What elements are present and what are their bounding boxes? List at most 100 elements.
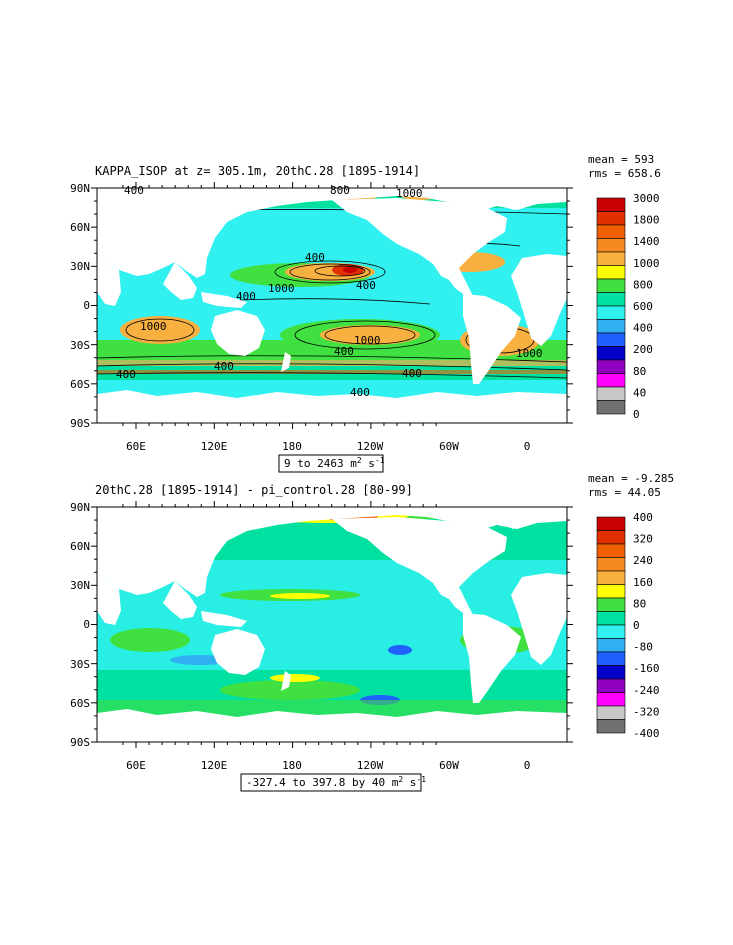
svg-text:180: 180: [282, 440, 302, 453]
svg-text:400: 400: [124, 184, 144, 197]
panel-2-lon-axis: 60E 120E 180 120W 60W 0: [126, 759, 530, 772]
colorbar-swatch: [596, 611, 626, 626]
colorbar-swatch: [596, 346, 626, 361]
svg-text:1000: 1000: [268, 282, 295, 295]
svg-text:120E: 120E: [201, 440, 228, 453]
colorbar-label: -160: [633, 662, 660, 675]
colorbar-swatch: [596, 570, 626, 585]
svg-text:60N: 60N: [70, 221, 90, 234]
colorbar-swatch: [596, 278, 626, 293]
svg-text:60W: 60W: [439, 759, 459, 772]
panel-1-lon-axis: 60E 120E 180 120W 60W 0: [126, 440, 530, 453]
colorbar-swatch: [596, 516, 626, 531]
colorbar-swatch: [596, 386, 626, 401]
svg-text:60S: 60S: [70, 697, 90, 710]
colorbar-label: 0: [633, 619, 640, 632]
svg-text:1000: 1000: [140, 320, 167, 333]
svg-text:1000: 1000: [396, 187, 423, 200]
colorbar-swatch: [596, 373, 626, 388]
colorbar-swatch: [596, 359, 626, 374]
colorbar-label: 1400: [633, 235, 660, 248]
panel-2-colorbar: 400 320 240 160 80 0 -80 -160 -240 -320 -400: [596, 511, 660, 740]
colorbar-swatch: [596, 584, 626, 599]
colorbar-swatch: [596, 719, 626, 734]
svg-text:120W: 120W: [357, 759, 384, 772]
colorbar-swatch: [596, 211, 626, 226]
svg-text:0: 0: [524, 440, 531, 453]
panel-1-title: KAPPA_ISOP at z= 305.1m, 20thC.28 [1895-…: [95, 164, 420, 178]
colorbar-swatch: [596, 251, 626, 266]
colorbar-label: 3000: [633, 192, 660, 205]
colorbar-swatch: [596, 665, 626, 680]
colorbar-swatch: [596, 678, 626, 693]
svg-text:90S: 90S: [70, 736, 90, 749]
svg-text:400: 400: [214, 360, 234, 373]
colorbar-label: -400: [633, 727, 660, 740]
svg-text:60E: 60E: [126, 440, 146, 453]
colorbar-label: 200: [633, 343, 653, 356]
panel-1-mean: mean = 593: [588, 153, 654, 166]
svg-text:90N: 90N: [70, 501, 90, 514]
colorbar-label: 1000: [633, 257, 660, 270]
svg-text:400: 400: [334, 345, 354, 358]
panel-1-contour-labels: 400 800 1000 400 1000 400 400 1000 400 1…: [116, 184, 543, 399]
colorbar-swatch: [596, 530, 626, 545]
colorbar-swatch: [596, 319, 626, 334]
svg-text:30S: 30S: [70, 339, 90, 352]
panel-2-title: 20thC.28 [1895-1914] - pi_control.28 [80…: [95, 483, 413, 497]
panel-2-range-box: [240, 773, 422, 792]
colorbar-swatch: [596, 400, 626, 415]
colorbar-label: -240: [633, 684, 660, 697]
svg-text:400: 400: [356, 279, 376, 292]
colorbar-label: 400: [633, 322, 653, 335]
colorbar-swatch: [596, 305, 626, 320]
colorbar-swatch: [596, 265, 626, 280]
svg-text:0: 0: [83, 618, 90, 631]
colorbar-swatch: [596, 238, 626, 253]
panel-1-ticks: [91, 182, 573, 429]
colorbar-label: 40: [633, 386, 646, 399]
svg-text:90N: 90N: [70, 182, 90, 195]
panel-2-ticks: [91, 501, 573, 748]
svg-text:800: 800: [330, 184, 350, 197]
panel-2: 20thC.28 [1895-1914] - pi_control.28 [80…: [70, 472, 674, 792]
svg-text:400: 400: [350, 386, 370, 399]
panel-2-range-text: -327.4 to 397.8 by 40 m2 s-1: [246, 775, 426, 789]
colorbar-swatch: [596, 638, 626, 653]
svg-text:1000: 1000: [516, 347, 543, 360]
colorbar-swatch: [596, 224, 626, 239]
colorbar-swatch: [596, 543, 626, 558]
svg-text:180: 180: [282, 759, 302, 772]
panel-2-map: [97, 507, 567, 742]
colorbar-swatch: [596, 692, 626, 707]
colorbar-swatch: [596, 292, 626, 307]
colorbar-label: -80: [633, 641, 653, 654]
colorbar-swatch: [596, 557, 626, 572]
colorbar-swatch: [596, 332, 626, 347]
panel-1-range-text: 9 to 2463 m2 s-1: [284, 456, 385, 470]
colorbar-label: 1800: [633, 214, 660, 227]
svg-text:1000: 1000: [354, 334, 381, 347]
panel-1: KAPPA_ISOP at z= 305.1m, 20thC.28 [1895-…: [70, 153, 661, 473]
svg-text:400: 400: [116, 368, 136, 381]
panel-2-lat-axis: 90N 60N 30N 0 30S 60S 90S: [70, 501, 90, 749]
svg-text:120W: 120W: [357, 440, 384, 453]
colorbar-swatch: [596, 624, 626, 639]
panel-2-mean: mean = -9.285: [588, 472, 674, 485]
svg-text:30N: 30N: [70, 579, 90, 592]
colorbar-swatch: [596, 651, 626, 666]
panel-2-rms: rms = 44.05: [588, 486, 661, 499]
svg-text:60W: 60W: [439, 440, 459, 453]
svg-text:30N: 30N: [70, 260, 90, 273]
colorbar-label: 600: [633, 300, 653, 313]
colorbar-label: 400: [633, 511, 653, 524]
svg-text:400: 400: [305, 251, 325, 264]
colorbar-label: -320: [633, 705, 660, 718]
panel-1-rms: rms = 658.6: [588, 167, 661, 180]
colorbar-label: 80: [633, 365, 646, 378]
svg-text:0: 0: [524, 759, 531, 772]
svg-text:60N: 60N: [70, 540, 90, 553]
svg-text:400: 400: [402, 367, 422, 380]
